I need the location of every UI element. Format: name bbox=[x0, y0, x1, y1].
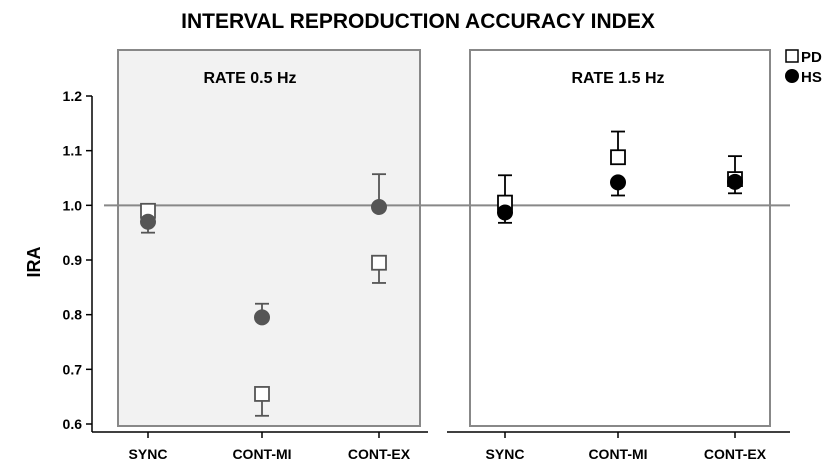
panel-0-label: RATE 0.5 Hz bbox=[203, 70, 296, 87]
x-tick-label: CONT-EX bbox=[704, 446, 767, 462]
hs-point bbox=[727, 173, 743, 190]
y-tick-label: 1.2 bbox=[63, 88, 83, 104]
y-tick-label: 1.1 bbox=[63, 143, 83, 159]
data-marks bbox=[140, 130, 743, 417]
x-tick-label: SYNC bbox=[486, 446, 525, 462]
x-tick-label: CONT-MI bbox=[588, 446, 647, 462]
y-tick-label: 0.7 bbox=[63, 361, 83, 377]
y-tick-label: 1.0 bbox=[63, 197, 83, 213]
x-tick-label: CONT-EX bbox=[348, 446, 411, 462]
legend-hs-marker bbox=[785, 69, 799, 83]
x-tick-label: SYNC bbox=[129, 446, 168, 462]
y-ticks: 0.6 0.7 0.8 0.9 1.0 1.1 1.2 bbox=[63, 88, 92, 432]
x-tick-label: CONT-MI bbox=[232, 446, 291, 462]
chart-title: INTERVAL REPRODUCTION ACCURACY INDEX bbox=[181, 10, 655, 33]
hs-point bbox=[371, 198, 387, 215]
panel-1-frame bbox=[469, 49, 771, 427]
pd-point bbox=[610, 149, 626, 166]
hs-point bbox=[497, 204, 513, 221]
pd-point bbox=[254, 386, 270, 402]
y-tick-label: 0.9 bbox=[63, 252, 83, 268]
y-axis-label: IRA bbox=[24, 247, 44, 278]
y-tick-label: 0.8 bbox=[63, 307, 83, 323]
y-tick-label: 0.6 bbox=[63, 416, 83, 432]
x-ticks: SYNC CONT-MI CONT-EX SYNC CONT-MI CONT-EX bbox=[129, 432, 767, 462]
panel-1-label: RATE 1.5 Hz bbox=[571, 70, 664, 87]
hs-point bbox=[610, 174, 626, 191]
hs-point bbox=[140, 213, 156, 230]
legend-pd-marker bbox=[785, 49, 799, 63]
legend-pd-label: PD bbox=[801, 49, 822, 66]
pd-point bbox=[371, 254, 387, 271]
hs-point bbox=[254, 309, 270, 326]
legend-hs-label: HS bbox=[801, 69, 822, 86]
panel-0-frame bbox=[117, 49, 421, 427]
